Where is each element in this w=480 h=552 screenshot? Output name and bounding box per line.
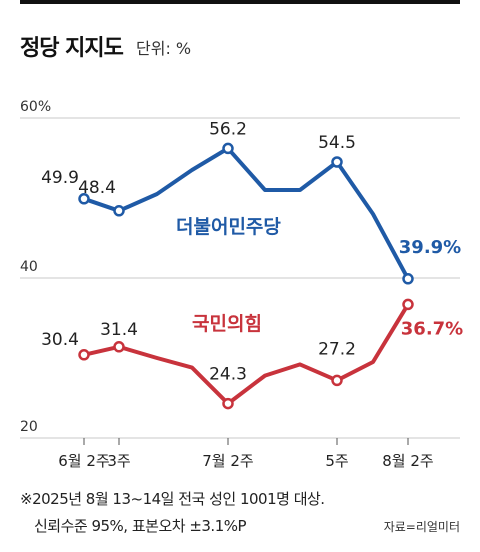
data-point bbox=[113, 205, 125, 217]
series-name-label: 국민의힘 bbox=[192, 313, 262, 335]
source-label: 자료=리얼미터 bbox=[383, 520, 460, 534]
series-line-1 bbox=[82, 302, 410, 406]
data-label: 30.4 bbox=[41, 330, 79, 350]
y-tick-label: 20 bbox=[20, 419, 38, 435]
y-tick-label: 40 bbox=[20, 259, 38, 275]
data-point bbox=[402, 273, 414, 285]
x-tick-label: 5주 bbox=[325, 452, 348, 470]
footnote-margin: 신뢰수준 95%, 표본오차 ±3.1%P bbox=[34, 517, 247, 535]
x-tick-label: 7월 2주 bbox=[202, 452, 253, 470]
data-point bbox=[331, 156, 343, 168]
data-point bbox=[78, 193, 90, 205]
data-label: 31.4 bbox=[100, 320, 138, 340]
data-point bbox=[222, 397, 234, 410]
data-label: 48.4 bbox=[78, 178, 116, 198]
data-label: 56.2 bbox=[209, 119, 247, 139]
footnote-survey: ※2025년 8월 13~14일 전국 성인 1001명 대상. bbox=[20, 490, 325, 508]
series-name-label: 더불어민주당 bbox=[176, 216, 281, 238]
x-tick-label: 6월 2주 bbox=[58, 452, 109, 470]
y-tick-label: 60% bbox=[20, 99, 51, 115]
data-point bbox=[113, 341, 125, 353]
data-point bbox=[331, 374, 343, 387]
data-label: 27.2 bbox=[318, 339, 356, 359]
data-label: 24.3 bbox=[209, 365, 247, 385]
data-label: 36.7% bbox=[401, 318, 463, 339]
series-line-0 bbox=[82, 146, 410, 281]
data-label: 49.9 bbox=[41, 168, 79, 188]
unit-label: 단위: % bbox=[136, 39, 192, 58]
data-label: 54.5 bbox=[318, 133, 356, 153]
x-tick-label: 8월 2주 bbox=[382, 452, 433, 470]
data-point bbox=[78, 349, 90, 361]
data-point bbox=[222, 142, 234, 155]
data-label: 39.9% bbox=[399, 237, 461, 258]
data-point bbox=[402, 298, 414, 311]
x-tick-label: 3주 bbox=[107, 452, 130, 470]
top-rule bbox=[20, 0, 460, 4]
chart-title: 정당 지지도 bbox=[20, 36, 124, 61]
